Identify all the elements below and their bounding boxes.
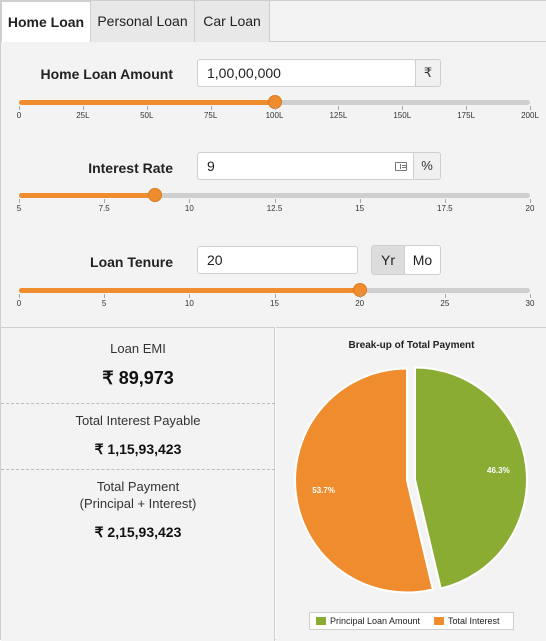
tab-car-loan[interactable]: Car Loan bbox=[195, 1, 270, 42]
slider-tick-label: 0 bbox=[16, 299, 22, 308]
percent-addon: % bbox=[413, 152, 441, 180]
slider-tick-mark bbox=[444, 294, 446, 298]
tenure-month-button[interactable]: Mo bbox=[404, 245, 441, 275]
rupee-addon: ₹ bbox=[415, 59, 441, 87]
payment-breakup-chart: Break-up of Total Payment 46.3% 53.7% Pri… bbox=[276, 327, 546, 641]
slider-tick-mark bbox=[530, 199, 531, 203]
legend-swatch-interest bbox=[434, 617, 444, 625]
slider-tick-mark bbox=[104, 294, 106, 298]
emi-section: Loan EMI ₹ 89,973 bbox=[1, 340, 275, 389]
loan-amount-slider[interactable] bbox=[19, 95, 530, 109]
slider-tick-label: 25 bbox=[440, 299, 450, 308]
emi-label: Loan EMI bbox=[110, 341, 166, 356]
slider-tick-label: 75L bbox=[203, 111, 218, 120]
slider-tick-label: 150L bbox=[393, 111, 412, 120]
total-interest-label: Total Interest Payable bbox=[75, 413, 201, 428]
slider-tick-label: 7.5 bbox=[98, 204, 110, 213]
chart-title: Break-up of Total Payment bbox=[348, 340, 475, 351]
loan-tenure-input[interactable]: 20 bbox=[197, 246, 358, 274]
interest-rate-slider-handle[interactable] bbox=[148, 188, 163, 202]
slider-tick-label: 30 bbox=[525, 299, 535, 308]
slider-tick-mark bbox=[359, 294, 361, 298]
slider-tick-label: 17.5 bbox=[437, 204, 453, 213]
slider-tick-label: 12.5 bbox=[266, 204, 283, 213]
pie-chart: 46.3% 53.7% bbox=[294, 366, 528, 594]
slider-tick-mark bbox=[189, 199, 191, 203]
emi-value: ₹ 89,973 bbox=[102, 368, 174, 388]
slider-tick-mark bbox=[82, 106, 84, 110]
tab-bar: Home Loan Personal Loan Car Loan bbox=[1, 1, 546, 43]
slider-tick-label: 100L bbox=[265, 111, 284, 120]
slider-tick-label: 20 bbox=[355, 299, 365, 308]
loan-amount-input[interactable]: 1,00,00,000 bbox=[197, 59, 416, 87]
total-payment-section: Total Payment (Principal + Interest) ₹ 2… bbox=[1, 478, 275, 541]
slider-tick-label: 125L bbox=[329, 111, 348, 120]
results-panel: Loan EMI ₹ 89,973 Total Interest Payable… bbox=[1, 327, 275, 641]
slider-tick-mark bbox=[146, 106, 148, 110]
tenure-year-button[interactable]: Yr bbox=[371, 245, 405, 275]
slider-tick-mark bbox=[104, 199, 106, 203]
loan-form: Home Loan Amount 1,00,00,000 ₹ 0 25L 50L 75… bbox=[1, 42, 546, 327]
slider-tick-mark bbox=[338, 106, 340, 110]
slider-tick-label: 25L bbox=[76, 111, 90, 120]
slider-tick-mark bbox=[466, 106, 468, 110]
total-payment-sublabel: (Principal + Interest) bbox=[79, 496, 197, 511]
loan-amount-label: Home Loan Amount bbox=[40, 66, 173, 82]
slider-tick-mark bbox=[359, 199, 361, 203]
loan-amount-slider-fill bbox=[19, 100, 275, 105]
slider-tick-mark bbox=[19, 294, 20, 298]
total-payment-value: ₹ 2,15,93,423 bbox=[94, 524, 182, 540]
pie-slice-principal[interactable] bbox=[413, 366, 528, 590]
chart-legend: Principal Loan Amount Total Interest bbox=[309, 612, 514, 630]
slider-tick-label: 50L bbox=[140, 111, 154, 120]
slider-tick-mark bbox=[274, 294, 276, 298]
slider-tick-label: 0 bbox=[16, 111, 22, 120]
slider-tick-mark bbox=[210, 106, 212, 110]
tab-home-loan[interactable]: Home Loan bbox=[1, 1, 91, 43]
slider-tick-label: 5 bbox=[16, 204, 22, 213]
interest-rate-slider-fill bbox=[19, 193, 156, 198]
legend-label-interest: Total Interest bbox=[448, 616, 500, 626]
slider-tick-mark bbox=[402, 106, 404, 110]
calculator-icon[interactable] bbox=[395, 162, 407, 171]
slider-tick-mark bbox=[444, 199, 446, 203]
slider-tick-label: 10 bbox=[184, 204, 194, 213]
loan-tenure-label: Loan Tenure bbox=[90, 254, 173, 270]
interest-rate-slider[interactable] bbox=[19, 188, 530, 202]
tab-personal-loan[interactable]: Personal Loan bbox=[91, 1, 195, 42]
slider-tick-mark bbox=[274, 106, 276, 110]
pie-label-interest: 53.7% bbox=[312, 486, 335, 495]
pie-label-principal: 46.3% bbox=[487, 466, 510, 475]
slider-tick-mark bbox=[530, 106, 531, 110]
slider-tick-label: 200L bbox=[521, 111, 539, 120]
total-interest-value: ₹ 1,15,93,423 bbox=[94, 441, 182, 457]
slider-tick-mark bbox=[19, 199, 20, 203]
total-payment-label: Total Payment bbox=[96, 479, 180, 494]
divider bbox=[1, 469, 275, 470]
slider-tick-label: 10 bbox=[184, 299, 194, 308]
pie-slice-interest[interactable] bbox=[294, 367, 435, 594]
slider-tick-mark bbox=[274, 199, 276, 203]
slider-tick-mark bbox=[19, 106, 20, 110]
slider-tick-label: 175L bbox=[457, 111, 476, 120]
slider-tick-label: 20 bbox=[525, 204, 535, 213]
divider bbox=[1, 403, 275, 404]
loan-tenure-slider-fill bbox=[19, 288, 360, 293]
interest-rate-input[interactable]: 9 bbox=[197, 152, 416, 180]
legend-label-principal: Principal Loan Amount bbox=[330, 616, 421, 626]
interest-rate-label: Interest Rate bbox=[88, 160, 173, 176]
slider-tick-label: 15 bbox=[270, 299, 279, 308]
slider-tick-label: 15 bbox=[355, 204, 365, 213]
slider-tick-mark bbox=[189, 294, 191, 298]
legend-swatch-principal bbox=[316, 617, 326, 625]
total-interest-section: Total Interest Payable ₹ 1,15,93,423 bbox=[1, 412, 275, 458]
loan-tenure-slider[interactable] bbox=[19, 283, 530, 297]
slider-tick-label: 5 bbox=[101, 299, 107, 308]
slider-tick-mark bbox=[530, 294, 531, 298]
